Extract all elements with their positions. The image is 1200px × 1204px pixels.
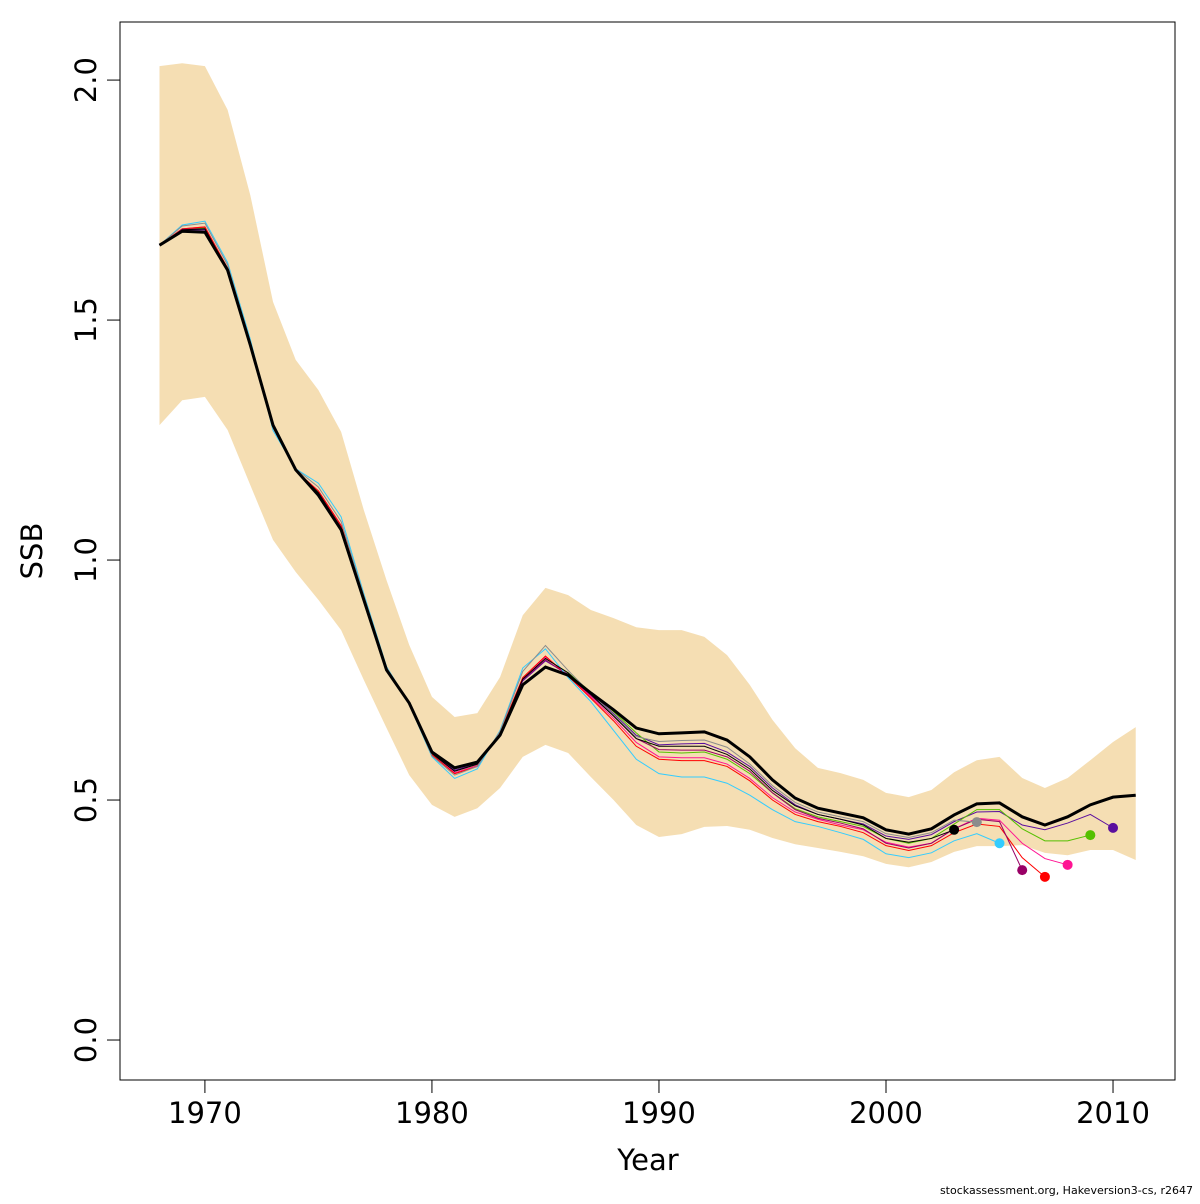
retro-endpoint <box>1017 865 1028 876</box>
retro-endpoint <box>1039 871 1050 882</box>
retro-endpoint <box>1108 822 1119 833</box>
y-tick-label: 2.0 <box>69 57 103 103</box>
retro-endpoint <box>994 838 1005 849</box>
retro-endpoint <box>1062 859 1073 870</box>
confidence-band <box>159 63 1136 868</box>
x-tick-label: 1980 <box>395 1096 469 1130</box>
plot-frame <box>119 21 1176 1081</box>
retro-endpoint <box>1085 830 1096 841</box>
footnote: stockassessment.org, Hakeversion3-cs, r2… <box>940 1184 1193 1197</box>
main-line <box>158 229 1136 836</box>
y-axis-label: SSB <box>15 523 49 580</box>
x-tick-label: 2000 <box>849 1096 923 1130</box>
x-tick-label: 1990 <box>622 1096 696 1130</box>
y-tick-label: 1.5 <box>69 297 103 343</box>
x-tick-label: 2010 <box>1076 1096 1150 1130</box>
retro-endpoint <box>949 824 960 835</box>
y-tick-label: 1.0 <box>69 537 103 583</box>
x-axis-label: Year <box>616 1143 678 1177</box>
retro-endpoint <box>971 817 982 828</box>
y-tick-label: 0.0 <box>69 1017 103 1063</box>
x-tick-label: 1970 <box>168 1096 242 1130</box>
y-tick-label: 0.5 <box>69 777 103 823</box>
